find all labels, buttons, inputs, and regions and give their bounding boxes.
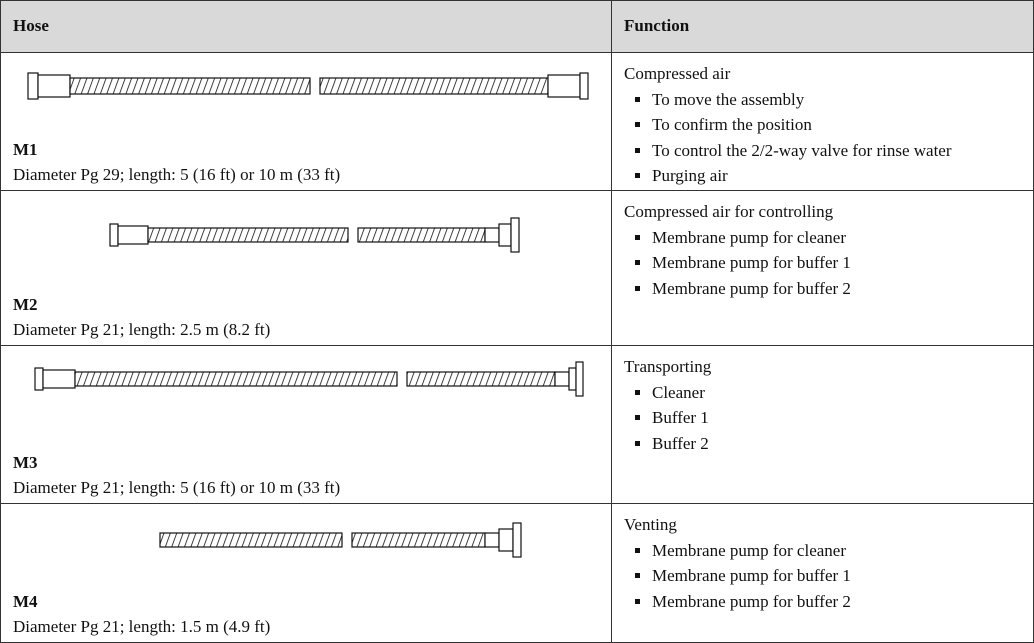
function-title: Transporting xyxy=(624,357,712,376)
hose-description: Diameter Pg 29; length: 5 (16 ft) or 10 … xyxy=(13,165,341,184)
function-title: Venting xyxy=(624,515,677,534)
function-item: Membrane pump for cleaner xyxy=(652,225,1033,251)
function-item: Membrane pump for cleaner xyxy=(652,538,1033,564)
function-title: Compressed air xyxy=(624,64,731,83)
hose-id: M3 xyxy=(13,453,38,472)
hose-id: M4 xyxy=(13,592,38,611)
function-cell: Compressed air for controlling Membrane p… xyxy=(611,190,1034,346)
function-list: Membrane pump for cleanerMembrane pump f… xyxy=(624,225,1033,302)
function-item: Membrane pump for buffer 1 xyxy=(652,563,1033,589)
function-item: Membrane pump for buffer 2 xyxy=(652,589,1033,615)
hose-id: M1 xyxy=(13,140,38,159)
function-cell: VentingMembrane pump for cleanerMembrane… xyxy=(611,503,1034,643)
function-item: To control the 2/2-way valve for rinse w… xyxy=(652,138,1033,164)
hose-description: Diameter Pg 21; length: 1.5 m (4.9 ft) xyxy=(13,617,271,636)
function-list: Membrane pump for cleanerMembrane pump f… xyxy=(624,538,1033,615)
function-title: Compressed air for controlling xyxy=(624,202,834,221)
function-item: Buffer 2 xyxy=(652,431,1033,457)
hose-description: Diameter Pg 21; length: 2.5 m (8.2 ft) xyxy=(13,320,271,339)
function-item: To confirm the position xyxy=(652,112,1033,138)
function-item: Membrane pump for buffer 1 xyxy=(652,250,1033,276)
hose-id: M2 xyxy=(13,295,38,314)
function-item: Purging air xyxy=(652,163,1033,189)
hose-description: Diameter Pg 21; length: 5 (16 ft) or 10 … xyxy=(13,478,341,497)
function-item: Buffer 1 xyxy=(652,405,1033,431)
function-item: To move the assembly xyxy=(652,87,1033,113)
header-cell: Hose xyxy=(0,0,612,53)
function-list: CleanerBuffer 1Buffer 2 xyxy=(624,380,1033,457)
function-list: To move the assemblyTo confirm the posit… xyxy=(624,87,1033,189)
function-item: Cleaner xyxy=(652,380,1033,406)
function-item: Membrane pump for buffer 2 xyxy=(652,276,1033,302)
